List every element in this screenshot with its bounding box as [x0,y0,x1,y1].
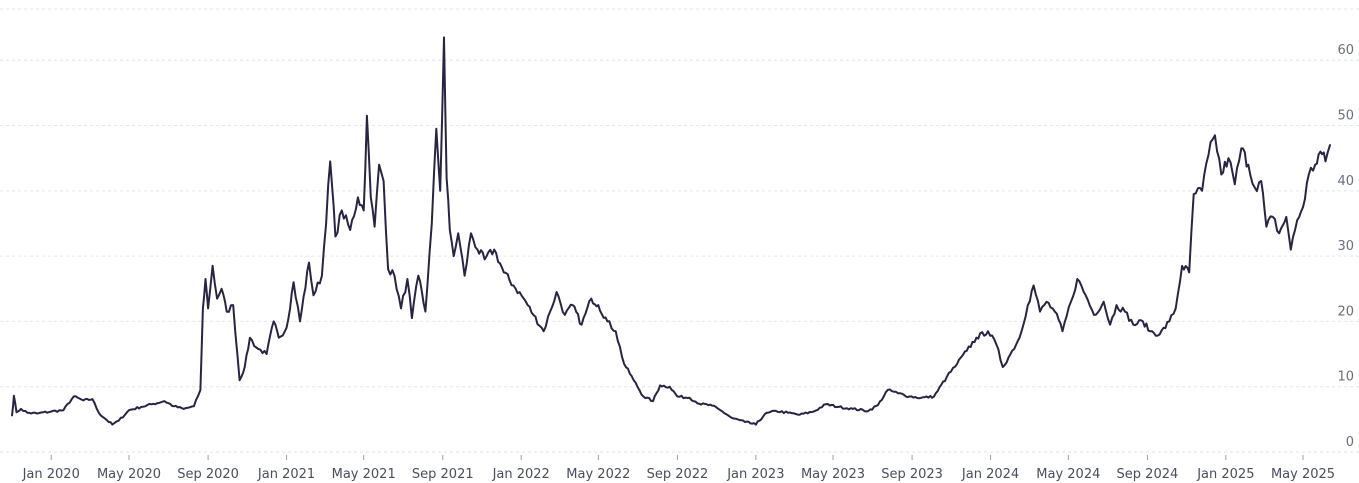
y-tick-label: 60 [1337,43,1354,58]
x-tick-label: Sep 2023 [881,467,943,482]
series-line [11,36,1331,426]
y-tick-label: 50 [1337,109,1354,124]
x-tick-label: Sep 2024 [1117,467,1179,482]
x-tick-label: Sep 2020 [177,467,239,482]
x-tick-label: Jan 2023 [726,467,784,482]
x-tick-label: May 2020 [97,467,161,482]
y-axis: 0 10 20 30 40 50 60 [1337,43,1354,450]
x-axis: Jan 2020 May 2020 Sep 2020 Jan 2021 May 2021… [22,455,1335,482]
x-tick-label: Sep 2021 [412,467,474,482]
y-tick-label: 0 [1346,435,1354,450]
y-tick-label: 40 [1337,174,1354,189]
x-tick-label: Jan 2022 [492,467,550,482]
x-tick-label: Jan 2021 [257,467,315,482]
series-area [11,36,1331,426]
x-tick-label: May 2023 [801,467,865,482]
x-tick-label: May 2022 [566,467,630,482]
x-tick-label: May 2024 [1036,467,1100,482]
x-tick-label: May 2025 [1271,467,1335,482]
x-tick-label: Jan 2020 [22,467,80,482]
x-tick-label: May 2021 [332,467,396,482]
x-tick-label: Sep 2022 [647,467,709,482]
y-tick-label: 10 [1337,370,1354,385]
y-tick-label: 20 [1337,304,1354,319]
x-tick-label: Jan 2025 [1196,467,1254,482]
grid-lines [0,8,1359,453]
x-tick-label: Jan 2024 [961,467,1019,482]
y-tick-label: 30 [1337,239,1354,254]
